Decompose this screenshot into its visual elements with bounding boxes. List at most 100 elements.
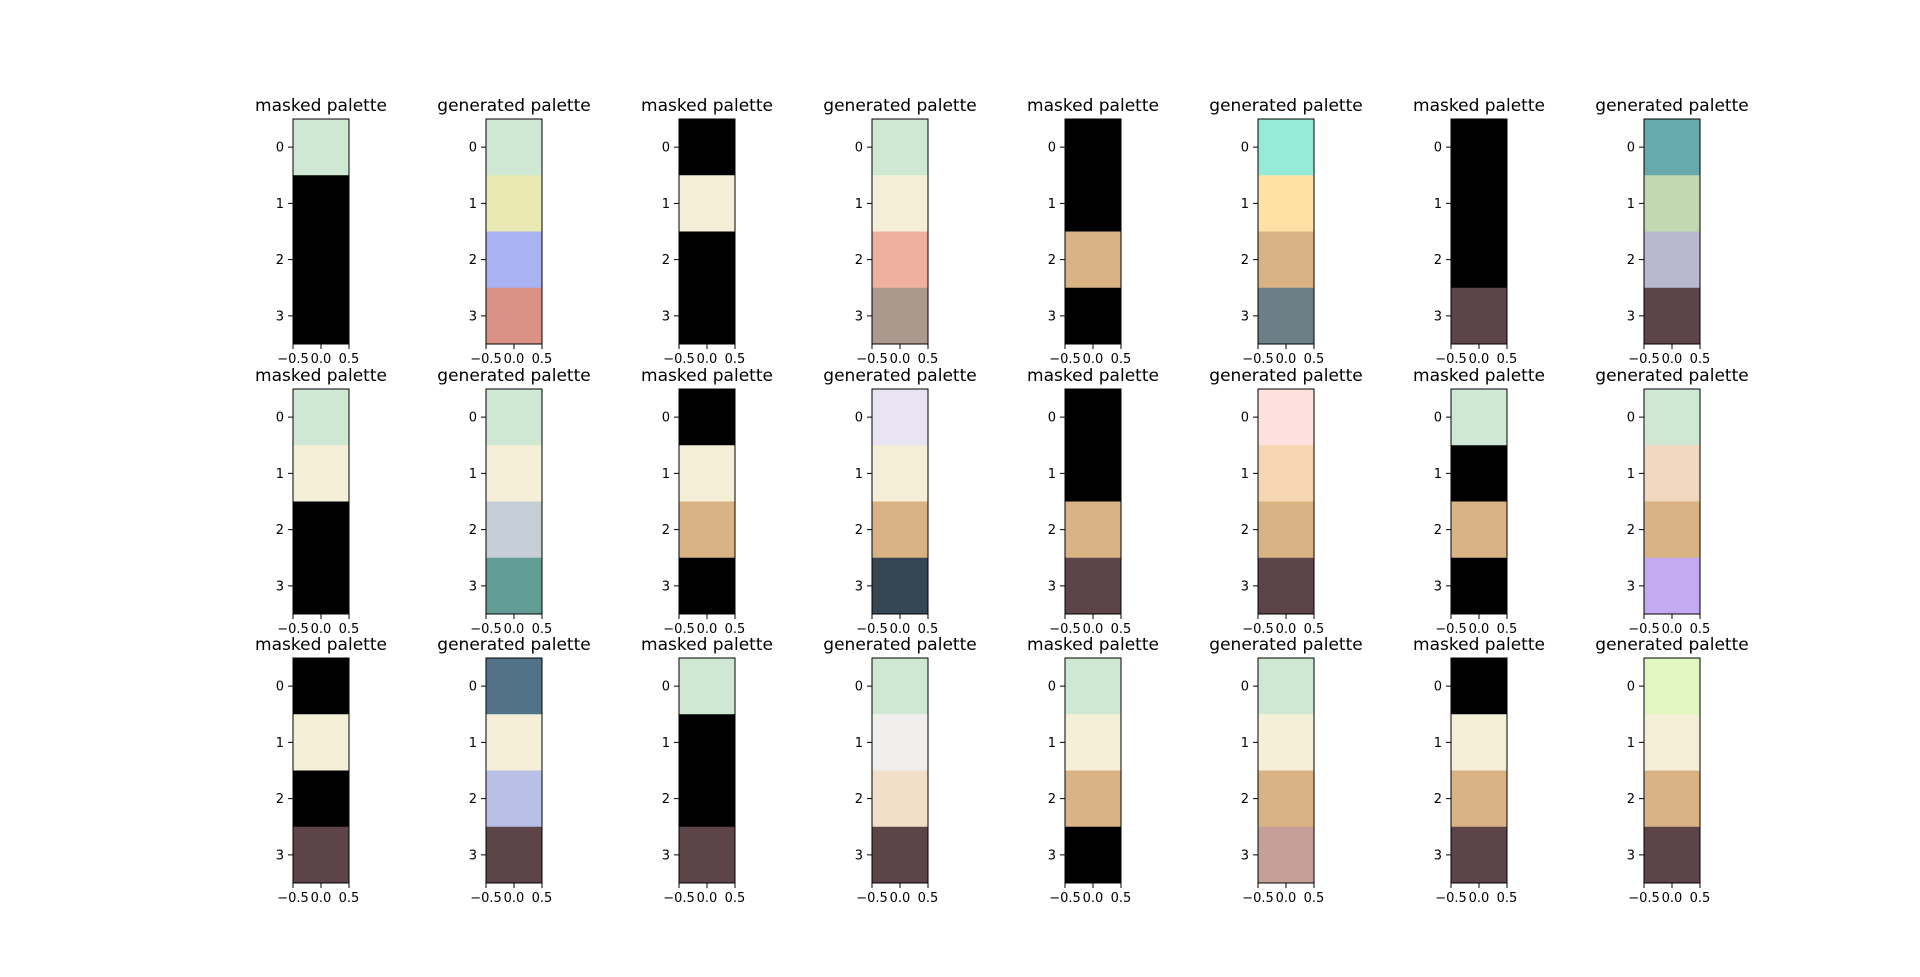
x-tick-label: −0.5 [277,891,309,906]
y-tick-label: 0 [276,411,284,426]
panel-title: masked palette [1413,366,1545,386]
x-tick-label: −0.5 [1049,891,1081,906]
y-tick-label: 3 [662,848,670,863]
palette-cell [486,231,542,289]
x-tick-label: −0.5 [470,891,502,906]
palette-cell [1644,231,1700,289]
panel-title: masked palette [255,366,387,386]
palette-panel: generated palette 0 1 2 3 −0.5 0.0 0.5 [1209,96,1362,367]
x-tick-label: 0.5 [725,352,746,367]
panel-title: generated palette [823,96,976,116]
x-tick-label: 0.5 [1304,891,1325,906]
palette-cell [293,445,349,502]
palette-cell [293,231,349,289]
y-tick-label: 3 [855,579,863,594]
palette-cell [1644,770,1700,828]
palette-cell [872,501,928,559]
palette-cell [1644,175,1700,232]
y-tick-label: 1 [1048,467,1056,482]
palette-cell [1065,658,1121,715]
palette-cell [679,445,735,502]
x-tick-label: 0.0 [1469,891,1490,906]
y-tick-label: 0 [1241,411,1249,426]
x-tick-label: −0.5 [470,352,502,367]
y-tick-label: 0 [469,680,477,695]
x-tick-label: 0.5 [725,622,746,637]
x-tick-label: 0.0 [1469,352,1490,367]
y-tick-label: 3 [276,309,284,324]
x-tick-label: 0.0 [311,352,332,367]
y-tick-label: 2 [469,523,477,538]
x-tick-label: −0.5 [1049,622,1081,637]
x-tick-label: −0.5 [856,352,888,367]
x-tick-label: −0.5 [1628,622,1660,637]
palette-cell [872,445,928,502]
x-tick-label: 0.0 [1083,352,1104,367]
y-tick-label: 0 [855,141,863,156]
x-tick-label: 0.5 [1690,891,1711,906]
palette-cell [872,714,928,771]
y-tick-label: 1 [276,736,284,751]
palette-cell [293,119,349,176]
palette-cell [1065,445,1121,502]
palette-cell [679,389,735,446]
x-tick-label: −0.5 [663,622,695,637]
palette-cell [486,175,542,232]
x-tick-label: −0.5 [277,622,309,637]
x-tick-label: −0.5 [470,622,502,637]
palette-cell [1644,557,1700,615]
palette-cell [1644,658,1700,715]
x-tick-label: −0.5 [663,891,695,906]
palette-panel: generated palette 0 1 2 3 −0.5 0.0 0.5 [1209,366,1362,637]
palette-cell [486,287,542,345]
panel-title: masked palette [1413,96,1545,116]
y-tick-label: 3 [1241,848,1249,863]
x-tick-label: 0.0 [1662,622,1683,637]
palette-panel: generated palette 0 1 2 3 −0.5 0.0 0.5 [1595,635,1748,906]
panel-title: generated palette [1209,635,1362,655]
y-tick-label: 0 [469,141,477,156]
palette-cell [293,175,349,232]
y-tick-label: 2 [276,792,284,807]
palette-cell [1258,770,1314,828]
x-tick-label: 0.0 [697,352,718,367]
palette-panel: masked palette 0 1 2 3 −0.5 0.0 0.5 [255,96,387,367]
y-tick-label: 3 [469,579,477,594]
y-tick-label: 0 [276,680,284,695]
panel-title: generated palette [437,96,590,116]
x-tick-label: 0.0 [311,891,332,906]
palette-cell [486,119,542,176]
palette-cell [1644,714,1700,771]
y-tick-label: 1 [662,467,670,482]
palette-cell [872,826,928,884]
palette-cell [1644,389,1700,446]
palette-cell [1065,287,1121,345]
palette-cell [293,287,349,345]
y-tick-label: 1 [1627,197,1635,212]
y-tick-label: 3 [469,848,477,863]
palette-cell [1451,389,1507,446]
panel-title: masked palette [255,96,387,116]
x-tick-label: 0.5 [1111,352,1132,367]
y-tick-label: 1 [276,467,284,482]
y-tick-label: 1 [662,197,670,212]
y-tick-label: 2 [855,523,863,538]
palette-cell [1065,714,1121,771]
y-tick-label: 1 [855,197,863,212]
x-tick-label: −0.5 [856,891,888,906]
x-tick-label: 0.5 [1304,352,1325,367]
x-tick-label: −0.5 [1435,891,1467,906]
y-tick-label: 0 [662,141,670,156]
palette-cell [1451,445,1507,502]
palette-panel: generated palette 0 1 2 3 −0.5 0.0 0.5 [823,366,976,637]
x-tick-label: 0.5 [1111,891,1132,906]
palette-cell [1258,658,1314,715]
x-tick-label: 0.5 [532,352,553,367]
x-tick-label: 0.5 [339,352,360,367]
x-tick-label: 0.0 [1276,352,1297,367]
x-tick-label: 0.5 [1304,622,1325,637]
palette-cell [486,445,542,502]
y-tick-label: 1 [855,736,863,751]
x-tick-label: 0.0 [504,891,525,906]
y-tick-label: 2 [1048,523,1056,538]
